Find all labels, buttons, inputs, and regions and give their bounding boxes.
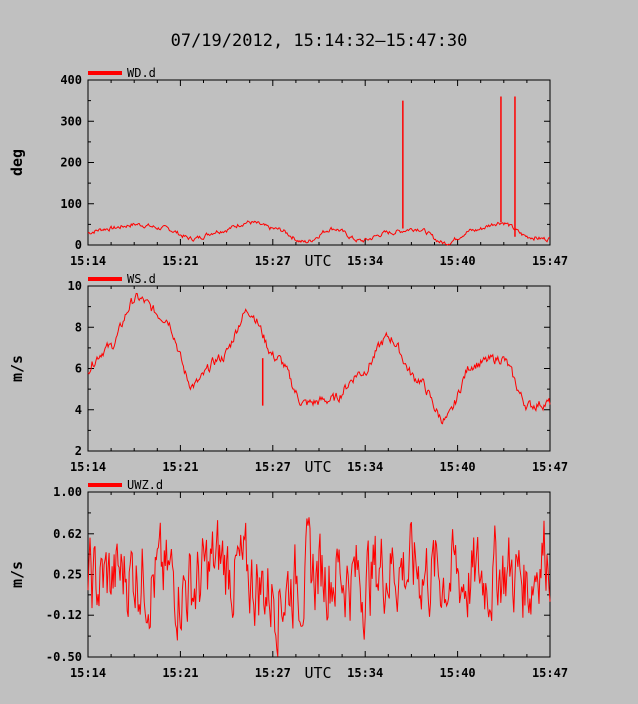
chart-panels: 15:14 15:21 15:27 15:34 15:40 15:47 UTC 0 100 200… — [8, 66, 568, 682]
y-tick-label: 1.00 — [53, 485, 82, 499]
x-tick-label: 15:47 — [532, 460, 568, 474]
y-axis-label: m/s — [8, 561, 26, 588]
x-axis-label: UTC — [304, 252, 331, 270]
panel-2: 15:14 15:21 15:27 15:34 15:40 15:47 UTC 2 4 6 8 10 m… — [8, 272, 568, 476]
y-tick-label: 0.62 — [53, 527, 82, 541]
x-tick-label: 15:27 — [255, 666, 291, 680]
x-axis-label: UTC — [304, 458, 331, 476]
y-axis-label: deg — [8, 149, 26, 176]
y-tick-label: 10 — [68, 279, 82, 293]
panel-1: 15:14 15:21 15:27 15:34 15:40 15:47 UTC 0 100 200… — [8, 66, 568, 270]
y-tick-label: 8 — [75, 320, 82, 334]
x-tick-label: 15:27 — [255, 254, 291, 268]
series-line — [87, 220, 550, 246]
y-tick-label: 0 — [75, 238, 82, 252]
x-tick-label: 15:14 — [70, 460, 106, 474]
legend-label: WS.d — [127, 272, 156, 286]
legend-label: WD.d — [127, 66, 156, 80]
series-line — [87, 517, 551, 657]
x-tick-label: 15:14 — [70, 254, 106, 268]
legend-label: UWZ.d — [127, 478, 163, 492]
y-tick-label: 4 — [75, 403, 82, 417]
y-tick-label: 200 — [60, 156, 82, 170]
x-tick-label: 15:47 — [532, 666, 568, 680]
x-tick-label: 15:47 — [532, 254, 568, 268]
x-tick-label: 15:40 — [440, 254, 476, 268]
x-tick-label: 15:34 — [347, 460, 383, 474]
x-tick-label: 15:21 — [162, 666, 198, 680]
panel-3: 15:14 15:21 15:27 15:34 15:40 15:47 UTC 1.00 0.6… — [8, 478, 568, 682]
x-tick-label: 15:34 — [347, 666, 383, 680]
y-tick-label: -0.12 — [46, 608, 82, 622]
y-axis-label: m/s — [8, 355, 26, 382]
y-tick-label: -0.50 — [46, 650, 82, 664]
x-tick-label: 15:21 — [162, 460, 198, 474]
x-tick-label: 15:21 — [162, 254, 198, 268]
y-tick-label: 300 — [60, 114, 82, 128]
plot-frame — [87, 285, 551, 452]
y-tick-label: 6 — [75, 362, 82, 376]
x-tick-label: 15:40 — [440, 666, 476, 680]
y-tick-label: 0.25 — [53, 568, 82, 582]
x-tick-label: 15:34 — [347, 254, 383, 268]
chart-title: 07/19/2012, 15:14:32–15:47:30 — [171, 31, 468, 51]
x-tick-label: 15:27 — [255, 460, 291, 474]
x-tick-label: 15:14 — [70, 666, 106, 680]
y-tick-label: 100 — [60, 197, 82, 211]
plot-frame — [87, 491, 551, 658]
series-line — [87, 292, 551, 425]
plot-frame — [87, 79, 551, 246]
y-tick-label: 2 — [75, 444, 82, 458]
x-axis-label: UTC — [304, 664, 331, 682]
y-tick-label: 400 — [60, 73, 82, 87]
x-tick-label: 15:40 — [440, 460, 476, 474]
